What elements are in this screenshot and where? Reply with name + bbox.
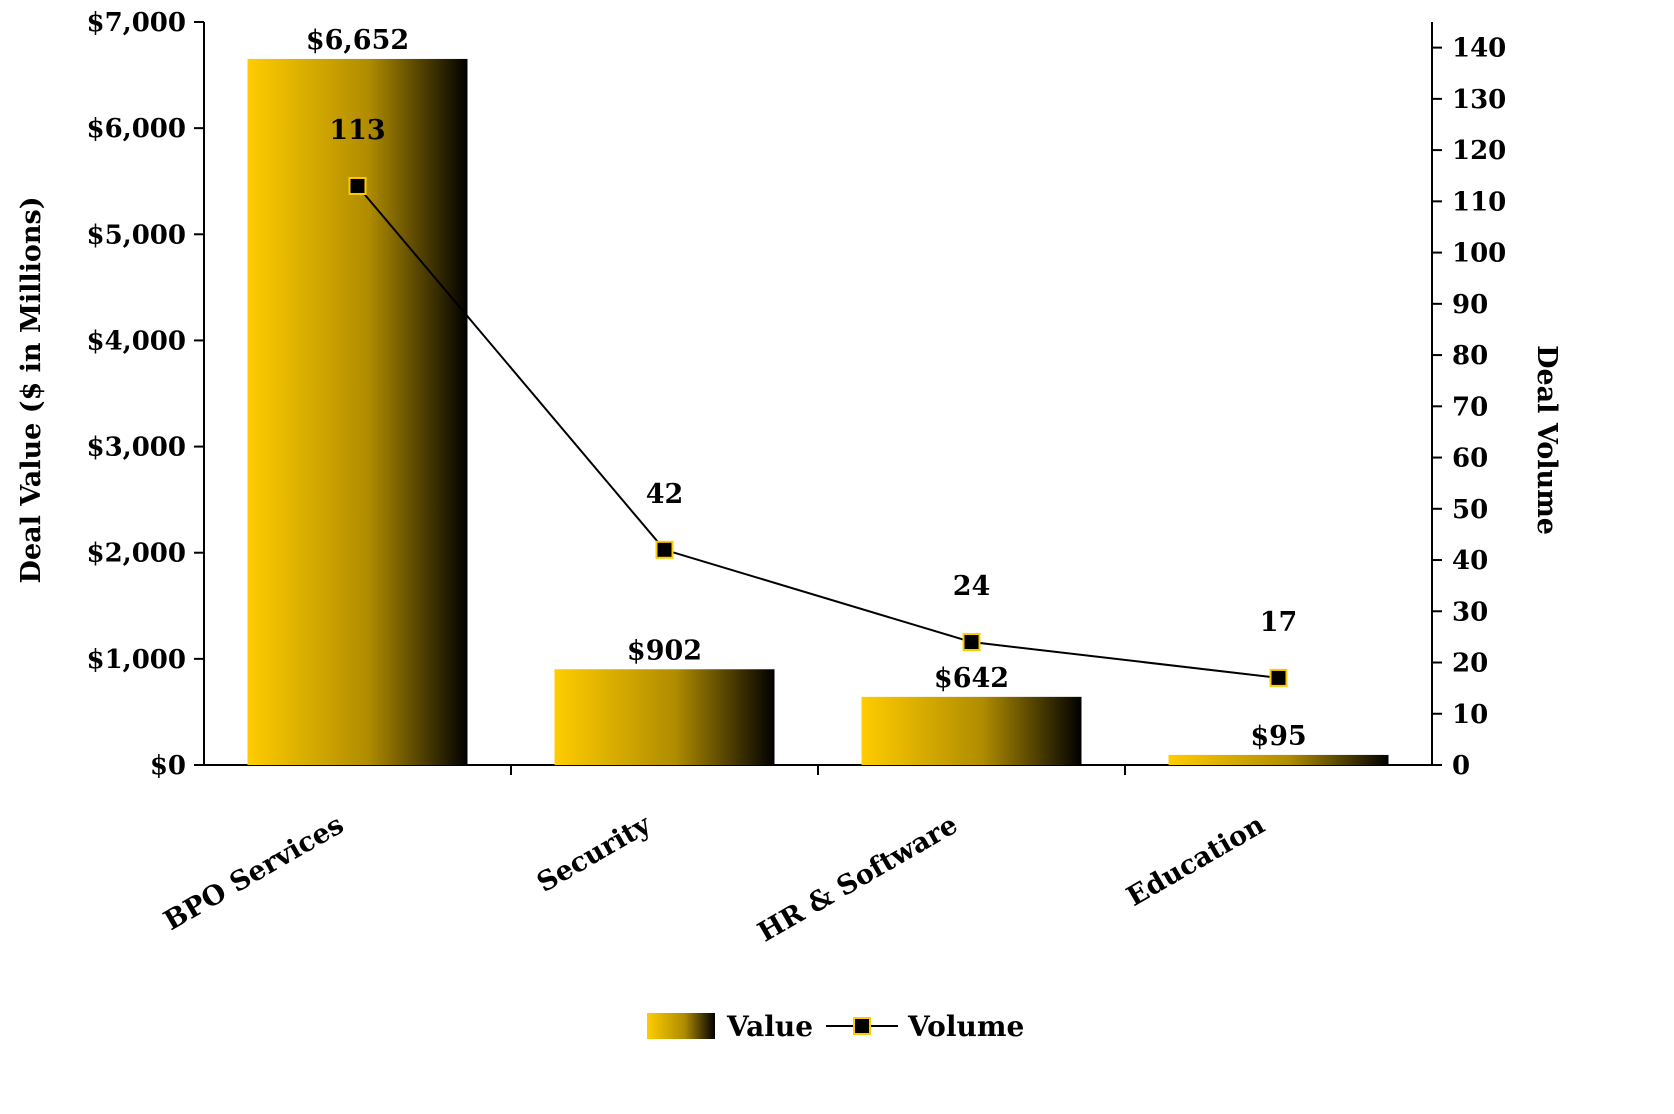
volume-value-label: 113 [329,115,385,146]
bar-value-label: $642 [934,663,1009,694]
line-series-volume [348,176,1288,687]
bar-value [1168,754,1389,765]
bar-value-label: $95 [1250,721,1306,752]
legend-swatch-volume-marker [853,1017,871,1035]
x-category-label: Education [1122,809,1271,913]
y-left-tick-label: $5,000 [86,220,186,250]
volume-value-label: 42 [646,479,684,510]
y-left-tick-label: $1,000 [86,645,186,675]
y-right-tick-label: 90 [1452,290,1488,320]
y-right-tick-label: 20 [1452,649,1488,679]
y-right-tick-label: 140 [1452,34,1506,64]
y-right-tick-label: 120 [1452,136,1506,166]
bar-value [247,58,468,765]
y-left-axis-title: Deal Value ($ in Millions) [16,197,47,584]
y-right-tick-label: 60 [1452,444,1488,474]
y-left-tick-label: $4,000 [86,326,186,356]
y-left-tick-label: $3,000 [86,433,186,463]
y-right-tick-label: 130 [1452,85,1506,115]
y-left-tick-label: $0 [150,751,186,781]
y-right-tick-label: 50 [1452,495,1488,525]
volume-value-label: 17 [1260,607,1298,638]
bar-value-label: $902 [627,635,702,666]
y-right-tick-label: 100 [1452,239,1506,269]
volume-marker [1269,668,1288,687]
volume-marker [962,633,981,652]
y-right-tick-label: 80 [1452,341,1488,371]
y-right-tick-label: 10 [1452,700,1488,730]
y-left-tick-label: $6,000 [86,114,186,144]
bar-series-value [247,58,1389,765]
y-right-tick-label: 0 [1452,751,1470,781]
bar-value [554,669,775,765]
legend-label-value: Value [726,1010,813,1043]
legend-swatch-value [647,1013,715,1039]
legend: Value Volume [647,1010,1024,1043]
volume-line [356,185,1279,679]
y-right-tick-label: 30 [1452,597,1488,627]
x-category-label: Security [532,809,657,899]
data-labels: $6,652 $902 $642 $95 113 42 24 17 [306,25,1307,752]
x-category-label: BPO Services [159,809,349,937]
y-left-tick-label: $7,000 [86,8,186,38]
y-left-tick-label: $2,000 [86,539,186,569]
x-category-label: HR & Software [753,809,963,948]
volume-marker [655,540,674,559]
volume-marker [348,176,367,195]
bar-value-label: $6,652 [306,25,409,56]
legend-label-volume: Volume [907,1010,1024,1043]
bar-value [861,696,1082,765]
volume-value-label: 24 [953,571,991,602]
y-right-tick-label: 110 [1452,187,1506,217]
y-right-tick-label: 40 [1452,546,1488,576]
y-right-tick-label: 70 [1452,392,1488,422]
y-right-axis-title: Deal Volume [1531,345,1562,535]
